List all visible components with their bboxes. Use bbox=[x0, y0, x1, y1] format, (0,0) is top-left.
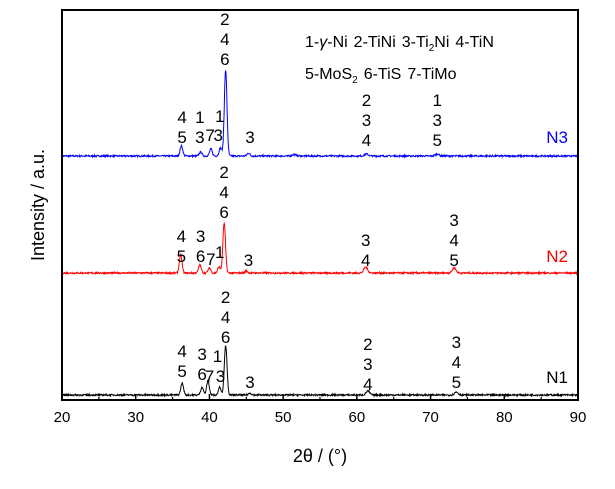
peak-label: 3 bbox=[245, 128, 254, 147]
peak-label: 6 bbox=[197, 365, 206, 384]
legend-item: 4-TiN bbox=[455, 34, 494, 51]
peak-label: 2 bbox=[221, 288, 230, 307]
peak-label: 5 bbox=[177, 362, 186, 381]
x-tick-label: 80 bbox=[496, 409, 513, 426]
peak-label: 6 bbox=[221, 328, 230, 347]
x-tick-label: 60 bbox=[349, 409, 366, 426]
peak-label: 6 bbox=[220, 50, 229, 69]
peak-label: 4 bbox=[361, 251, 370, 270]
peak-label: 3 bbox=[214, 126, 223, 145]
series-line-n3 bbox=[61, 70, 579, 159]
peak-label: 3 bbox=[452, 333, 461, 352]
peak-label: 4 bbox=[177, 108, 186, 127]
x-tick-label: 40 bbox=[201, 409, 218, 426]
peak-label: 6 bbox=[196, 247, 205, 266]
x-tick-label: 20 bbox=[54, 409, 71, 426]
peak-label: 6 bbox=[219, 203, 228, 222]
peak-label: 5 bbox=[177, 247, 186, 266]
legend-item: 6-TiS bbox=[363, 66, 402, 83]
x-tick-label: 50 bbox=[275, 409, 292, 426]
peak-label: 4 bbox=[449, 231, 458, 250]
peak-label: 4 bbox=[363, 375, 372, 394]
series-label-n3: N3 bbox=[546, 128, 568, 147]
peak-label: 1 bbox=[213, 347, 222, 366]
peak-label: 3 bbox=[216, 367, 225, 386]
peak-label: 7 bbox=[205, 126, 214, 145]
peak-label: 7 bbox=[205, 367, 214, 386]
series-label-n1: N1 bbox=[546, 368, 568, 387]
peak-label: 4 bbox=[220, 30, 229, 49]
peak-label: 3 bbox=[449, 211, 458, 230]
peak-label: 1 bbox=[215, 107, 224, 126]
peak-label: 2 bbox=[362, 91, 371, 110]
peak-label: 3 bbox=[432, 111, 441, 130]
series-line-n1 bbox=[61, 345, 579, 398]
legend-item: 3-Ti2Ni bbox=[401, 34, 450, 55]
peak-label: 1 bbox=[195, 108, 204, 127]
legend-item: 7-TiMo bbox=[407, 66, 457, 83]
peak-label: 4 bbox=[362, 131, 371, 150]
peak-label: 4 bbox=[221, 308, 230, 327]
peak-label: 5 bbox=[452, 373, 461, 392]
peak-label: 1 bbox=[432, 91, 441, 110]
peak-label: 3 bbox=[245, 373, 254, 392]
peak-label: 1 bbox=[215, 243, 224, 262]
peak-label: 5 bbox=[177, 128, 186, 147]
peak-label: 3 bbox=[363, 355, 372, 374]
peak-label: 3 bbox=[197, 345, 206, 364]
peak-label: 3 bbox=[361, 231, 370, 250]
legend-item: 1-γ-Ni bbox=[305, 34, 348, 51]
peak-label: 4 bbox=[177, 227, 186, 246]
peak-label: 3 bbox=[196, 227, 205, 246]
legend-row-1: 1-γ-Ni 2-TiNi 3-Ti2Ni 4-TiN bbox=[305, 34, 500, 54]
series-label-n2: N2 bbox=[546, 247, 568, 266]
peak-label: 2 bbox=[363, 335, 372, 354]
x-tick-label: 90 bbox=[570, 409, 587, 426]
peak-label: 4 bbox=[177, 342, 186, 361]
peak-label: 3 bbox=[195, 128, 204, 147]
peak-label: 5 bbox=[432, 131, 441, 150]
peak-label: 2 bbox=[219, 163, 228, 182]
peak-label: 2 bbox=[220, 10, 229, 29]
x-axis-label: 2θ / (°) bbox=[293, 446, 347, 466]
peak-label: 4 bbox=[219, 183, 228, 202]
legend-item: 5-MoS2 bbox=[305, 66, 358, 87]
series-line-n2 bbox=[61, 221, 579, 276]
legend-item: 2-TiNi bbox=[353, 34, 396, 51]
x-tick-label: 70 bbox=[422, 409, 439, 426]
x-tick-label: 30 bbox=[127, 409, 144, 426]
peak-label: 3 bbox=[244, 251, 253, 270]
peak-label: 3 bbox=[362, 111, 371, 130]
peak-label: 5 bbox=[449, 251, 458, 270]
peak-label: 4 bbox=[452, 353, 461, 372]
y-axis-label: Intensity / a.u. bbox=[28, 149, 48, 261]
legend-row-2: 5-MoS2 6-TiS 7-TiMo bbox=[305, 66, 463, 86]
peak-label: 7 bbox=[206, 250, 215, 269]
